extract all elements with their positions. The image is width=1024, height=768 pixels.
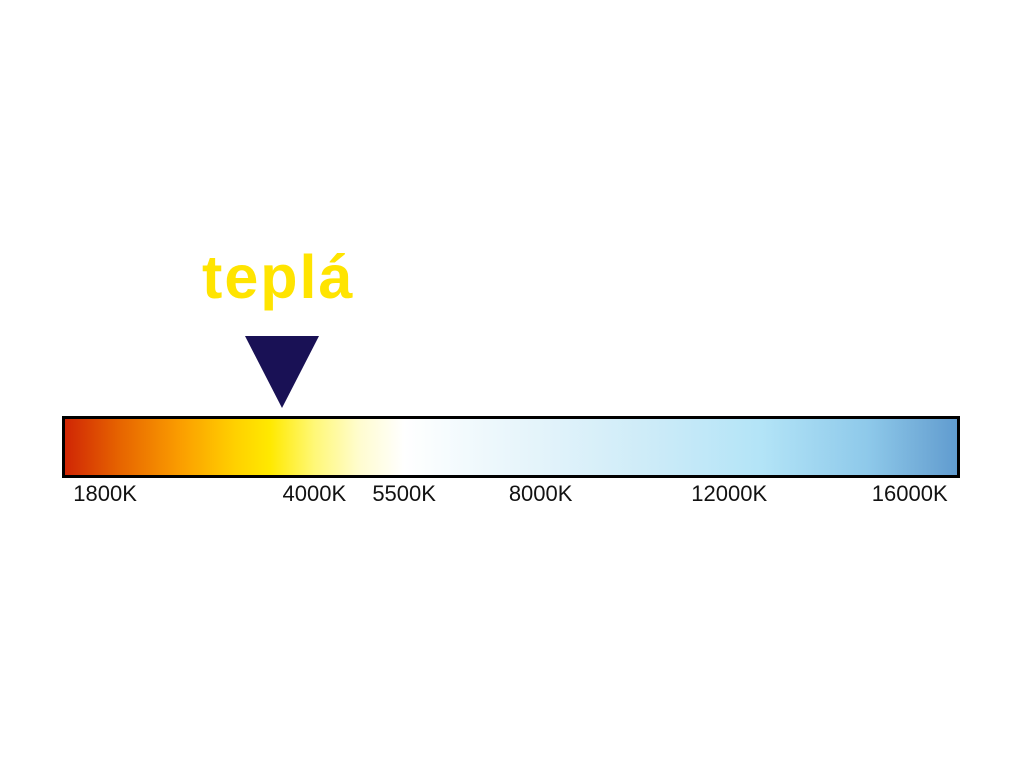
tick-label-4000k: 4000K: [282, 481, 347, 506]
down-pointer-triangle-icon: [245, 336, 319, 408]
tick-label-5500k: 5500K: [372, 481, 436, 506]
tick-label-row: 1800K 4000K 5500K 8000K 12000K 16000K: [62, 481, 960, 507]
tick-label-1800k: 1800K: [73, 481, 137, 506]
warm-annotation-label: teplá: [202, 243, 355, 311]
tick-label-12000k: 12000K: [691, 481, 768, 506]
temperature-gradient-bar: [62, 416, 960, 478]
tick-label-16000k: 16000K: [871, 481, 948, 506]
tick-label-8000k: 8000K: [508, 481, 573, 506]
